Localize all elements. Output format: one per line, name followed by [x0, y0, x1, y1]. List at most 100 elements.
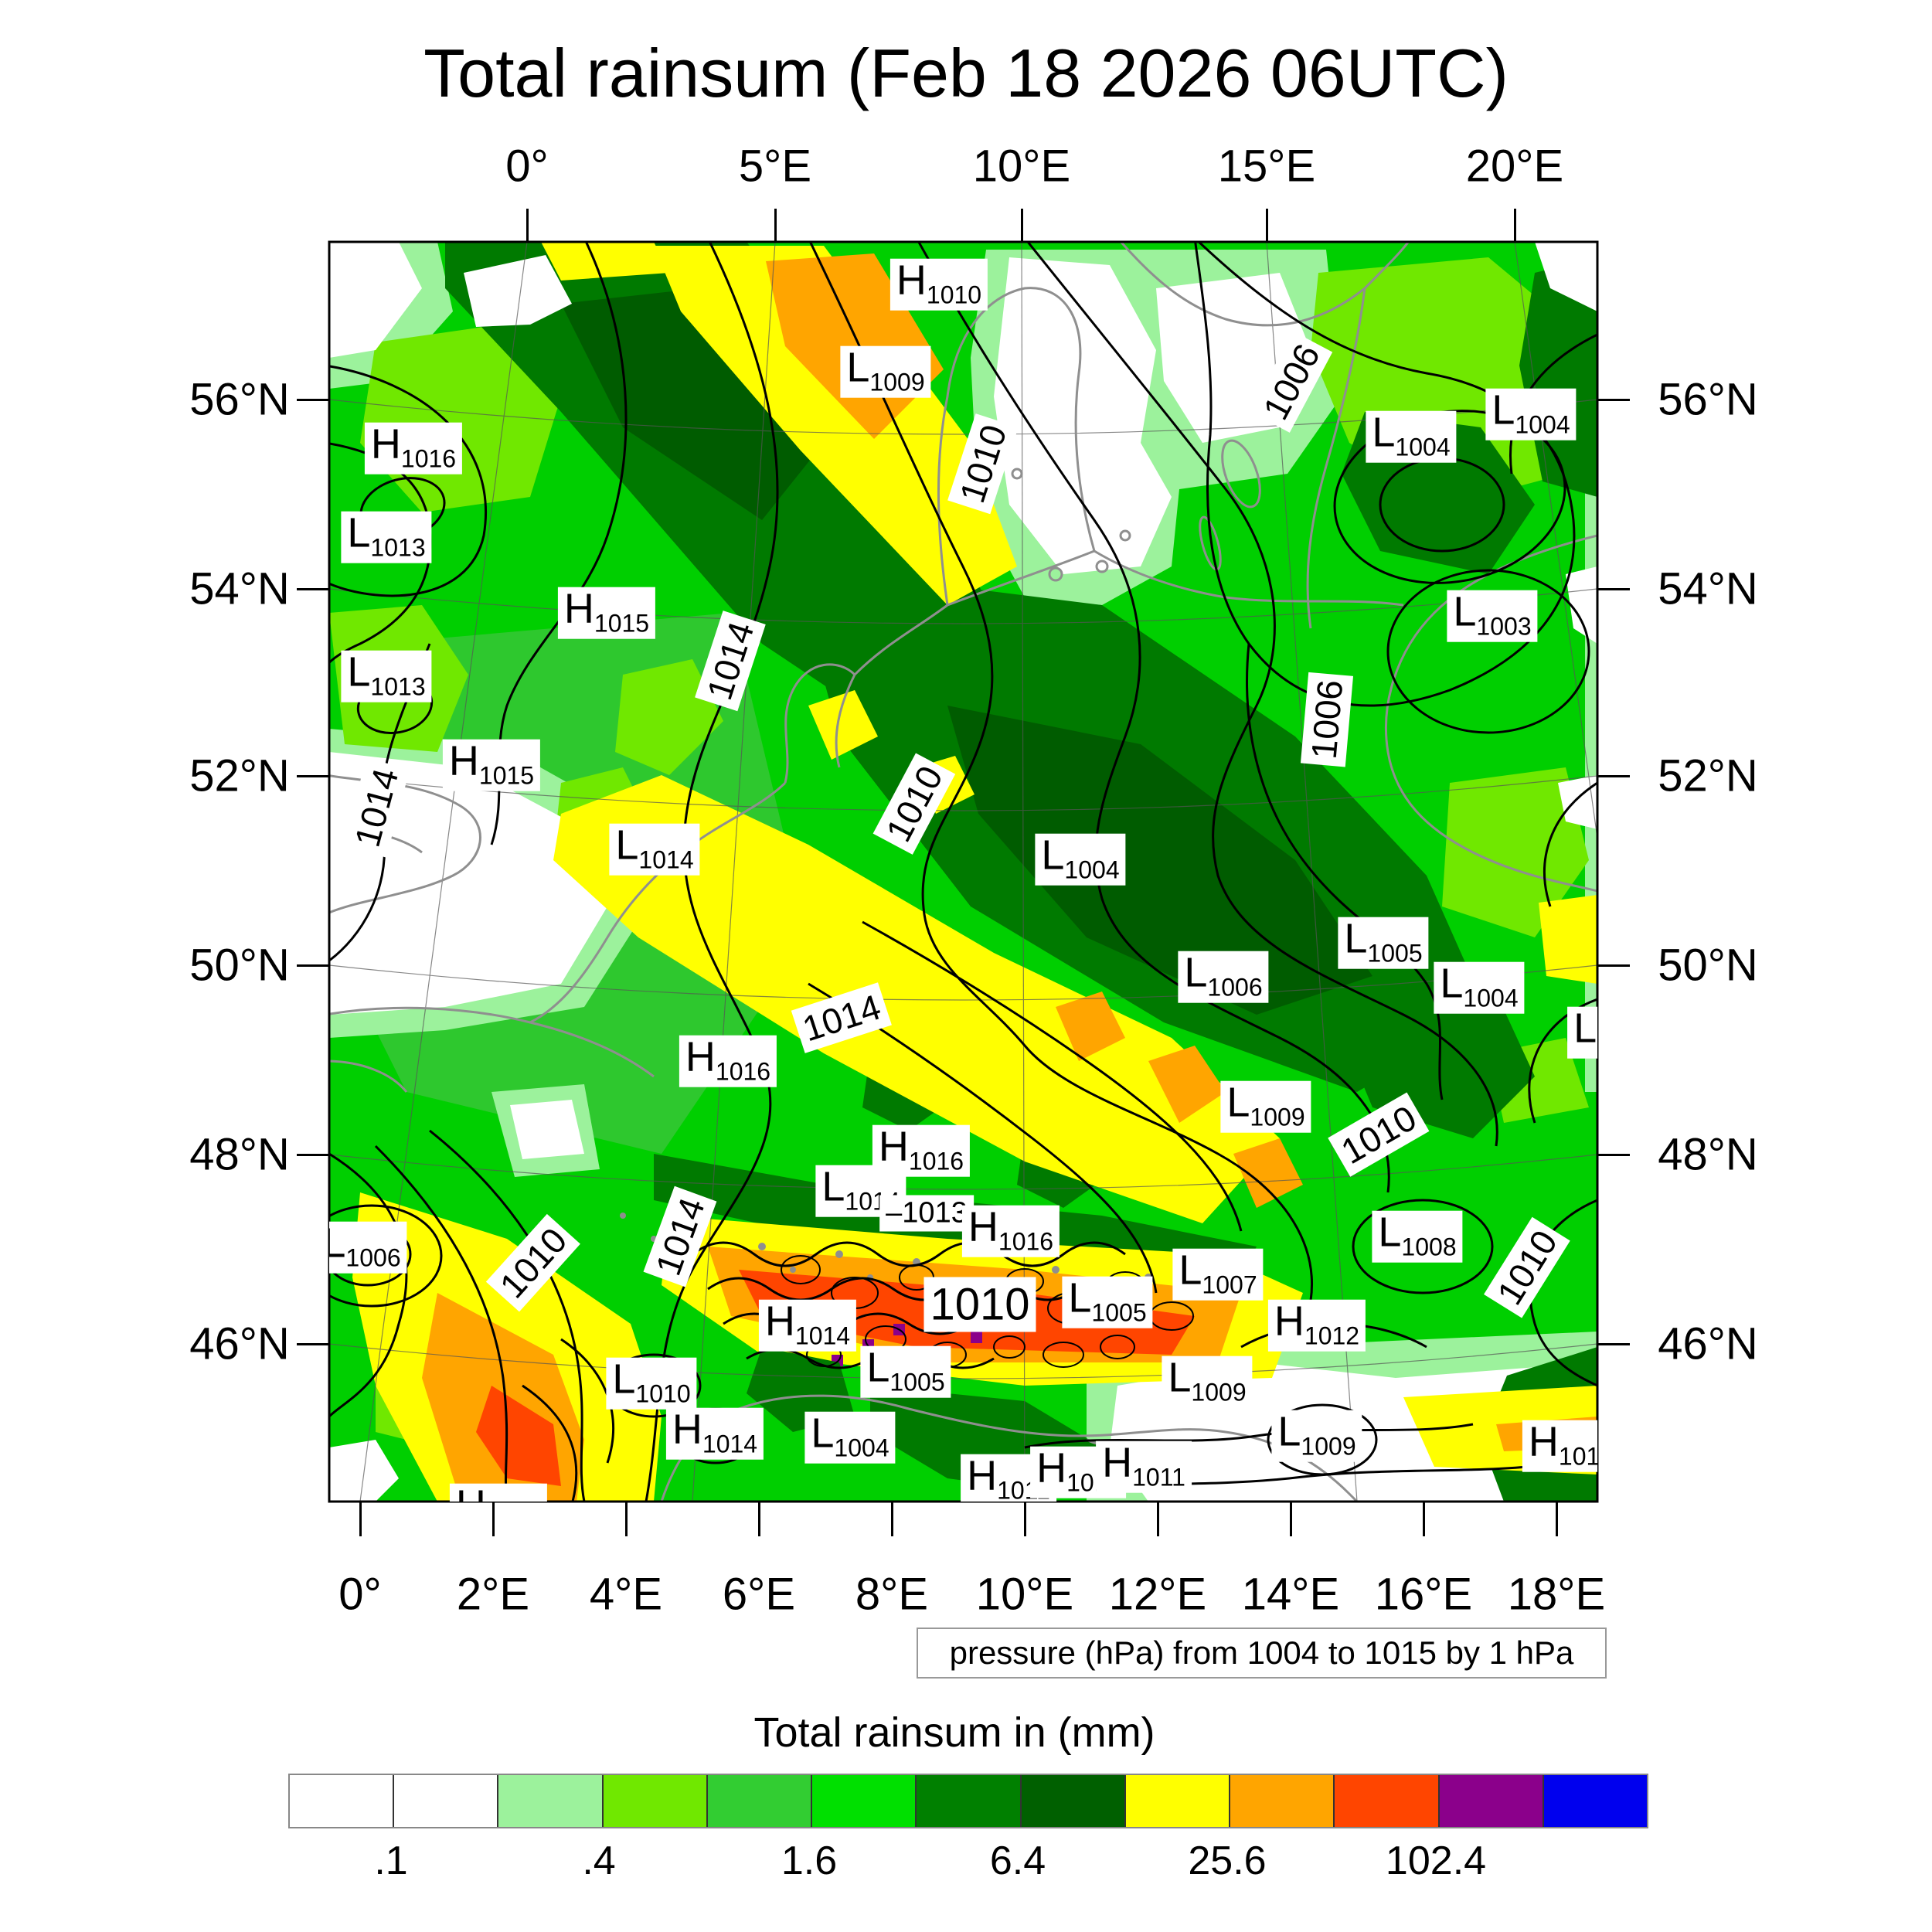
axis-tick-right [1597, 774, 1630, 777]
pressure-value: 1012 [1304, 1321, 1360, 1350]
axis-tick-bottom [1156, 1502, 1159, 1536]
pressure-value: 1004 [1463, 984, 1519, 1012]
high-pressure-letter: H [1274, 1298, 1304, 1345]
pressure-value: 1016 [908, 1147, 964, 1175]
pressure-center-label: H1014 [665, 1407, 764, 1460]
low-pressure-letter: L [329, 1219, 346, 1267]
axis-label-right: 52°N [1658, 750, 1758, 801]
low-pressure-letter: L [1453, 588, 1477, 635]
pressure-center-label: L1009 [1162, 1355, 1253, 1408]
low-pressure-letter: L [1492, 386, 1515, 434]
axis-label-left: 54°N [189, 563, 290, 614]
low-pressure-letter: L [1378, 1209, 1402, 1256]
contour-value-label: 1014 [643, 1185, 717, 1287]
axis-label-right: 50°N [1658, 940, 1758, 991]
axis-label-top: 5°E [738, 141, 812, 192]
pressure-value: 1016 [998, 1227, 1054, 1256]
pressure-value: 1008 [1401, 1233, 1457, 1261]
pressure-value: 1009 [869, 368, 925, 396]
low-pressure-letter: L [866, 1344, 890, 1391]
pressure-value: 1003 [1476, 612, 1532, 641]
pressure-center-label: L1004 [1485, 386, 1577, 440]
axis-tick-right [1597, 398, 1630, 401]
pressure-center-label: L1006 [1178, 949, 1269, 1003]
axis-label-bottom: 4°E [589, 1569, 663, 1620]
pressure-value: 1006 [345, 1243, 401, 1272]
colorbar-cell [1124, 1775, 1230, 1827]
axis-label-top: 0° [505, 141, 549, 192]
low-pressure-letter: L [1277, 1408, 1301, 1455]
pressure-value: 1004 [1515, 410, 1570, 439]
axis-tick-bottom [757, 1502, 760, 1536]
low-pressure-letter: L [1041, 832, 1065, 879]
pressure-value: 1016 [400, 444, 457, 473]
pressure-value: 1011 [1132, 1463, 1185, 1492]
axis-label-top: 20°E [1465, 141, 1564, 192]
pressure-center-label: L1010 [606, 1357, 697, 1410]
low-pressure-letter: L [811, 1410, 835, 1457]
pressure-note: pressure (hPa) from 1004 to 1015 by 1 hP… [917, 1628, 1607, 1679]
colorbar-tick-label: 1.6 [781, 1838, 838, 1883]
axis-tick-bottom [359, 1502, 362, 1536]
pressure-center-label: H1016 [364, 422, 463, 474]
contour-value-label: 1014 [342, 757, 410, 858]
pressure-center-label: H1014 [758, 1299, 857, 1352]
colorbar-cell [601, 1775, 706, 1827]
axis-tick-bottom [1422, 1502, 1425, 1536]
axis-label-right: 54°N [1658, 563, 1758, 614]
axis-label-left: 52°N [189, 750, 290, 801]
pressure-value: 1013 [370, 533, 426, 562]
axis-tick-top [774, 209, 777, 242]
colorbar [288, 1774, 1648, 1828]
axis-tick-left [297, 774, 329, 777]
colorbar-tick-label: 6.4 [989, 1838, 1046, 1883]
low-pressure-letter: L [347, 509, 371, 556]
pressure-center-label: L1009 [1220, 1080, 1311, 1133]
axis-label-bottom: 8°E [855, 1569, 929, 1620]
colorbar-cell [497, 1775, 602, 1827]
colorbar-cell [290, 1775, 393, 1827]
colorbar-cell [393, 1775, 498, 1827]
axis-label-top: 10°E [972, 141, 1071, 192]
pressure-value: 1015 [478, 761, 535, 790]
pressure-value: 1009 [1250, 1103, 1305, 1131]
colorbar-tick-label: 25.6 [1188, 1838, 1267, 1883]
high-pressure-letter: H [456, 1482, 486, 1502]
pressure-center-label: L1014 [815, 1165, 906, 1217]
contour-value-label: 1014 [791, 982, 893, 1053]
contour-value-label: 1006 [1300, 672, 1354, 767]
axis-tick-left [297, 964, 329, 967]
low-pressure-letter: L [1344, 915, 1368, 962]
axis-tick-top [1265, 209, 1268, 242]
pressure-value: 1013 [370, 672, 426, 701]
pressure-value: 1004 [1395, 433, 1451, 461]
pressure-center-label: H1012 [1522, 1420, 1597, 1472]
axis-label-left: 56°N [189, 374, 290, 425]
pressure-center-label: L1009 [840, 344, 931, 398]
pressure-center-label: L1007 [1172, 1248, 1264, 1301]
low-pressure-letter: L [821, 1163, 845, 1210]
map-border [328, 240, 1599, 1503]
axis-label-left: 50°N [189, 940, 290, 991]
axis-label-top: 15°E [1217, 141, 1316, 192]
axis-tick-right [1597, 1342, 1630, 1345]
pressure-center-label: L1004 [1366, 410, 1457, 463]
pressure-contours [329, 242, 1597, 1502]
pressure-center-label: H1011 [1096, 1440, 1192, 1493]
pressure-value: 1014 [702, 1430, 758, 1458]
pressure-center-label: L1004 [804, 1410, 896, 1464]
pressure-center-label: H1015 [557, 587, 656, 639]
axis-tick-bottom [624, 1502, 628, 1536]
contour-value-label: 1010 [872, 753, 956, 855]
axis-tick-left [297, 587, 329, 590]
pressure-center-label: L1004 [1035, 832, 1126, 886]
colorbar-cell [1333, 1775, 1438, 1827]
axis-label-bottom: 2°E [456, 1569, 530, 1620]
low-pressure-letter: L [1184, 949, 1208, 996]
pressure-center-label: H1012 [1267, 1298, 1366, 1352]
axis-tick-right [1597, 1153, 1630, 1156]
low-pressure-letter: L [1573, 1005, 1597, 1052]
colorbar-title: Total rainsum in (mm) [753, 1709, 1155, 1756]
colorbar-cell [811, 1775, 916, 1827]
low-pressure-letter: L [846, 344, 870, 391]
